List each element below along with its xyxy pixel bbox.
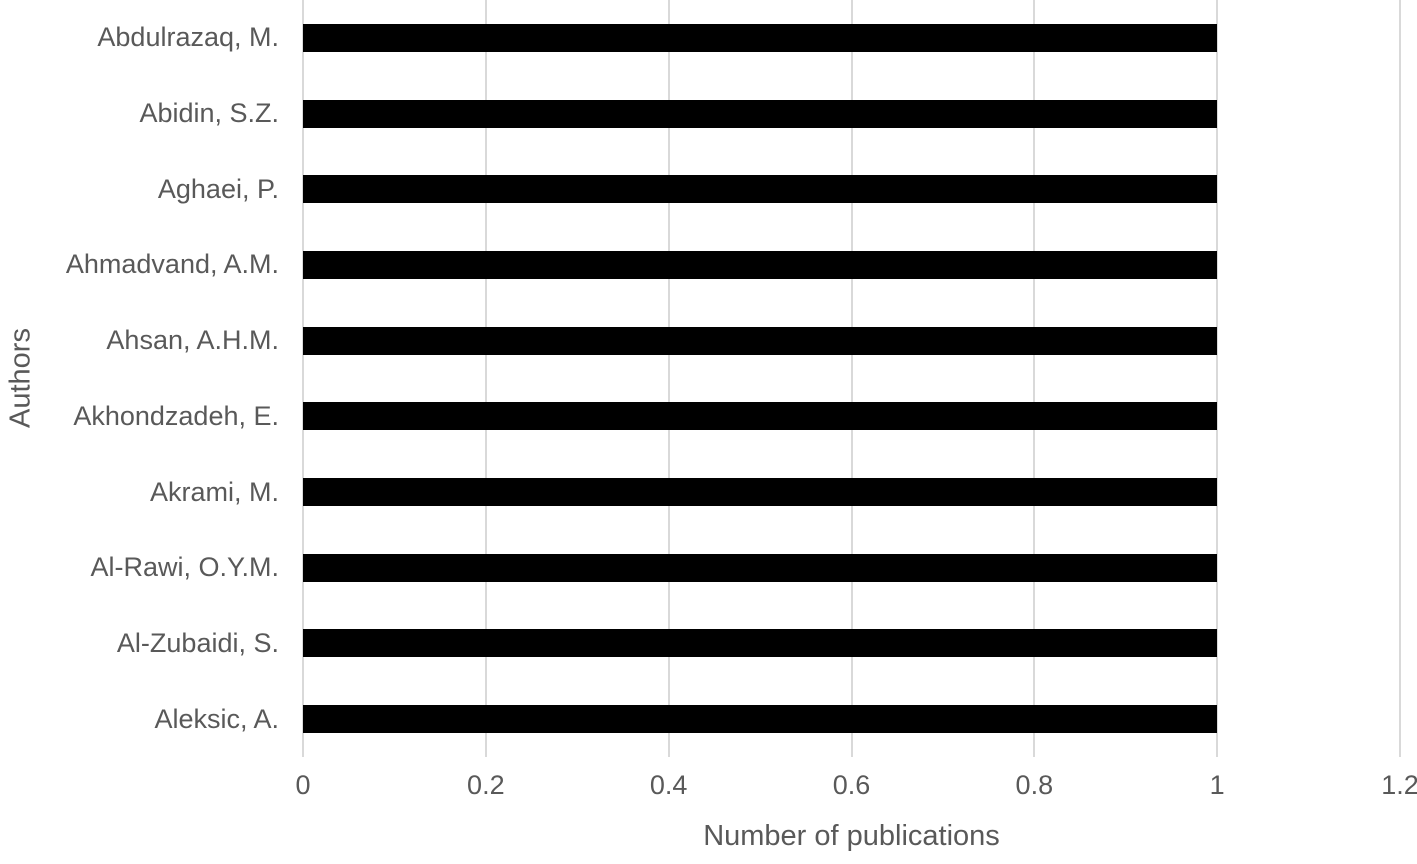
x-tick-label: 1.2 (1381, 770, 1417, 800)
category-label: Akhondzadeh, E. (73, 400, 279, 431)
x-tick-label: 0.2 (467, 770, 505, 800)
bar-row (303, 379, 1400, 455)
bar (303, 553, 1218, 582)
category-label: Akrami, M. (149, 476, 279, 507)
x-tick-label: 0.4 (649, 770, 688, 800)
bar (303, 250, 1218, 279)
bar (303, 629, 1218, 658)
bar-series (303, 0, 1400, 757)
bar (303, 402, 1218, 431)
bar (303, 175, 1218, 204)
bar (303, 99, 1218, 128)
category-label: Ahsan, A.H.M. (106, 325, 279, 356)
x-tick-label: 0.6 (832, 770, 871, 800)
bar-row (303, 303, 1400, 379)
x-tick-label: 0.8 (1015, 770, 1054, 800)
category-label: Aleksic, A. (154, 703, 279, 734)
bar-row (303, 0, 1400, 76)
plot-area (302, 0, 1401, 757)
y-axis-category-labels: Abdulrazaq, M. Abidin, S.Z. Aghaei, P. Ahma… (0, 0, 291, 757)
category-label: Al-Rawi, O.Y.M. (90, 552, 279, 583)
category-label: Al-Zubaidi, S. (116, 627, 279, 658)
gridline (1033, 0, 1036, 757)
category-label: Abdulrazaq, M. (97, 22, 279, 53)
gridline (850, 0, 853, 757)
gridline (484, 0, 487, 757)
bar (303, 705, 1218, 734)
x-axis-title: Number of publications (703, 820, 1000, 852)
bar-row (303, 454, 1400, 530)
gridlines (302, 0, 1401, 757)
category-label: Aghaei, P. (157, 173, 279, 204)
bar-row (303, 151, 1400, 227)
bar-row (303, 76, 1400, 152)
gridline (302, 0, 304, 757)
bar-row (303, 530, 1400, 606)
bar (303, 478, 1218, 507)
bar (303, 326, 1218, 355)
gridline (1216, 0, 1219, 757)
x-axis-tick-labels: 0 0.2 0.4 0.6 0.8 1 1.2 (295, 770, 1417, 804)
category-label: Ahmadvand, A.M. (65, 249, 279, 280)
bar (303, 23, 1218, 52)
bar-row (303, 606, 1400, 682)
gridline (667, 0, 670, 757)
x-tick-label: 0 (295, 770, 311, 800)
gridline (1399, 0, 1401, 757)
x-tick-label: 1 (1209, 770, 1225, 800)
bar-row (303, 681, 1400, 757)
category-label: Abidin, S.Z. (139, 98, 279, 129)
bar-row (303, 227, 1400, 303)
